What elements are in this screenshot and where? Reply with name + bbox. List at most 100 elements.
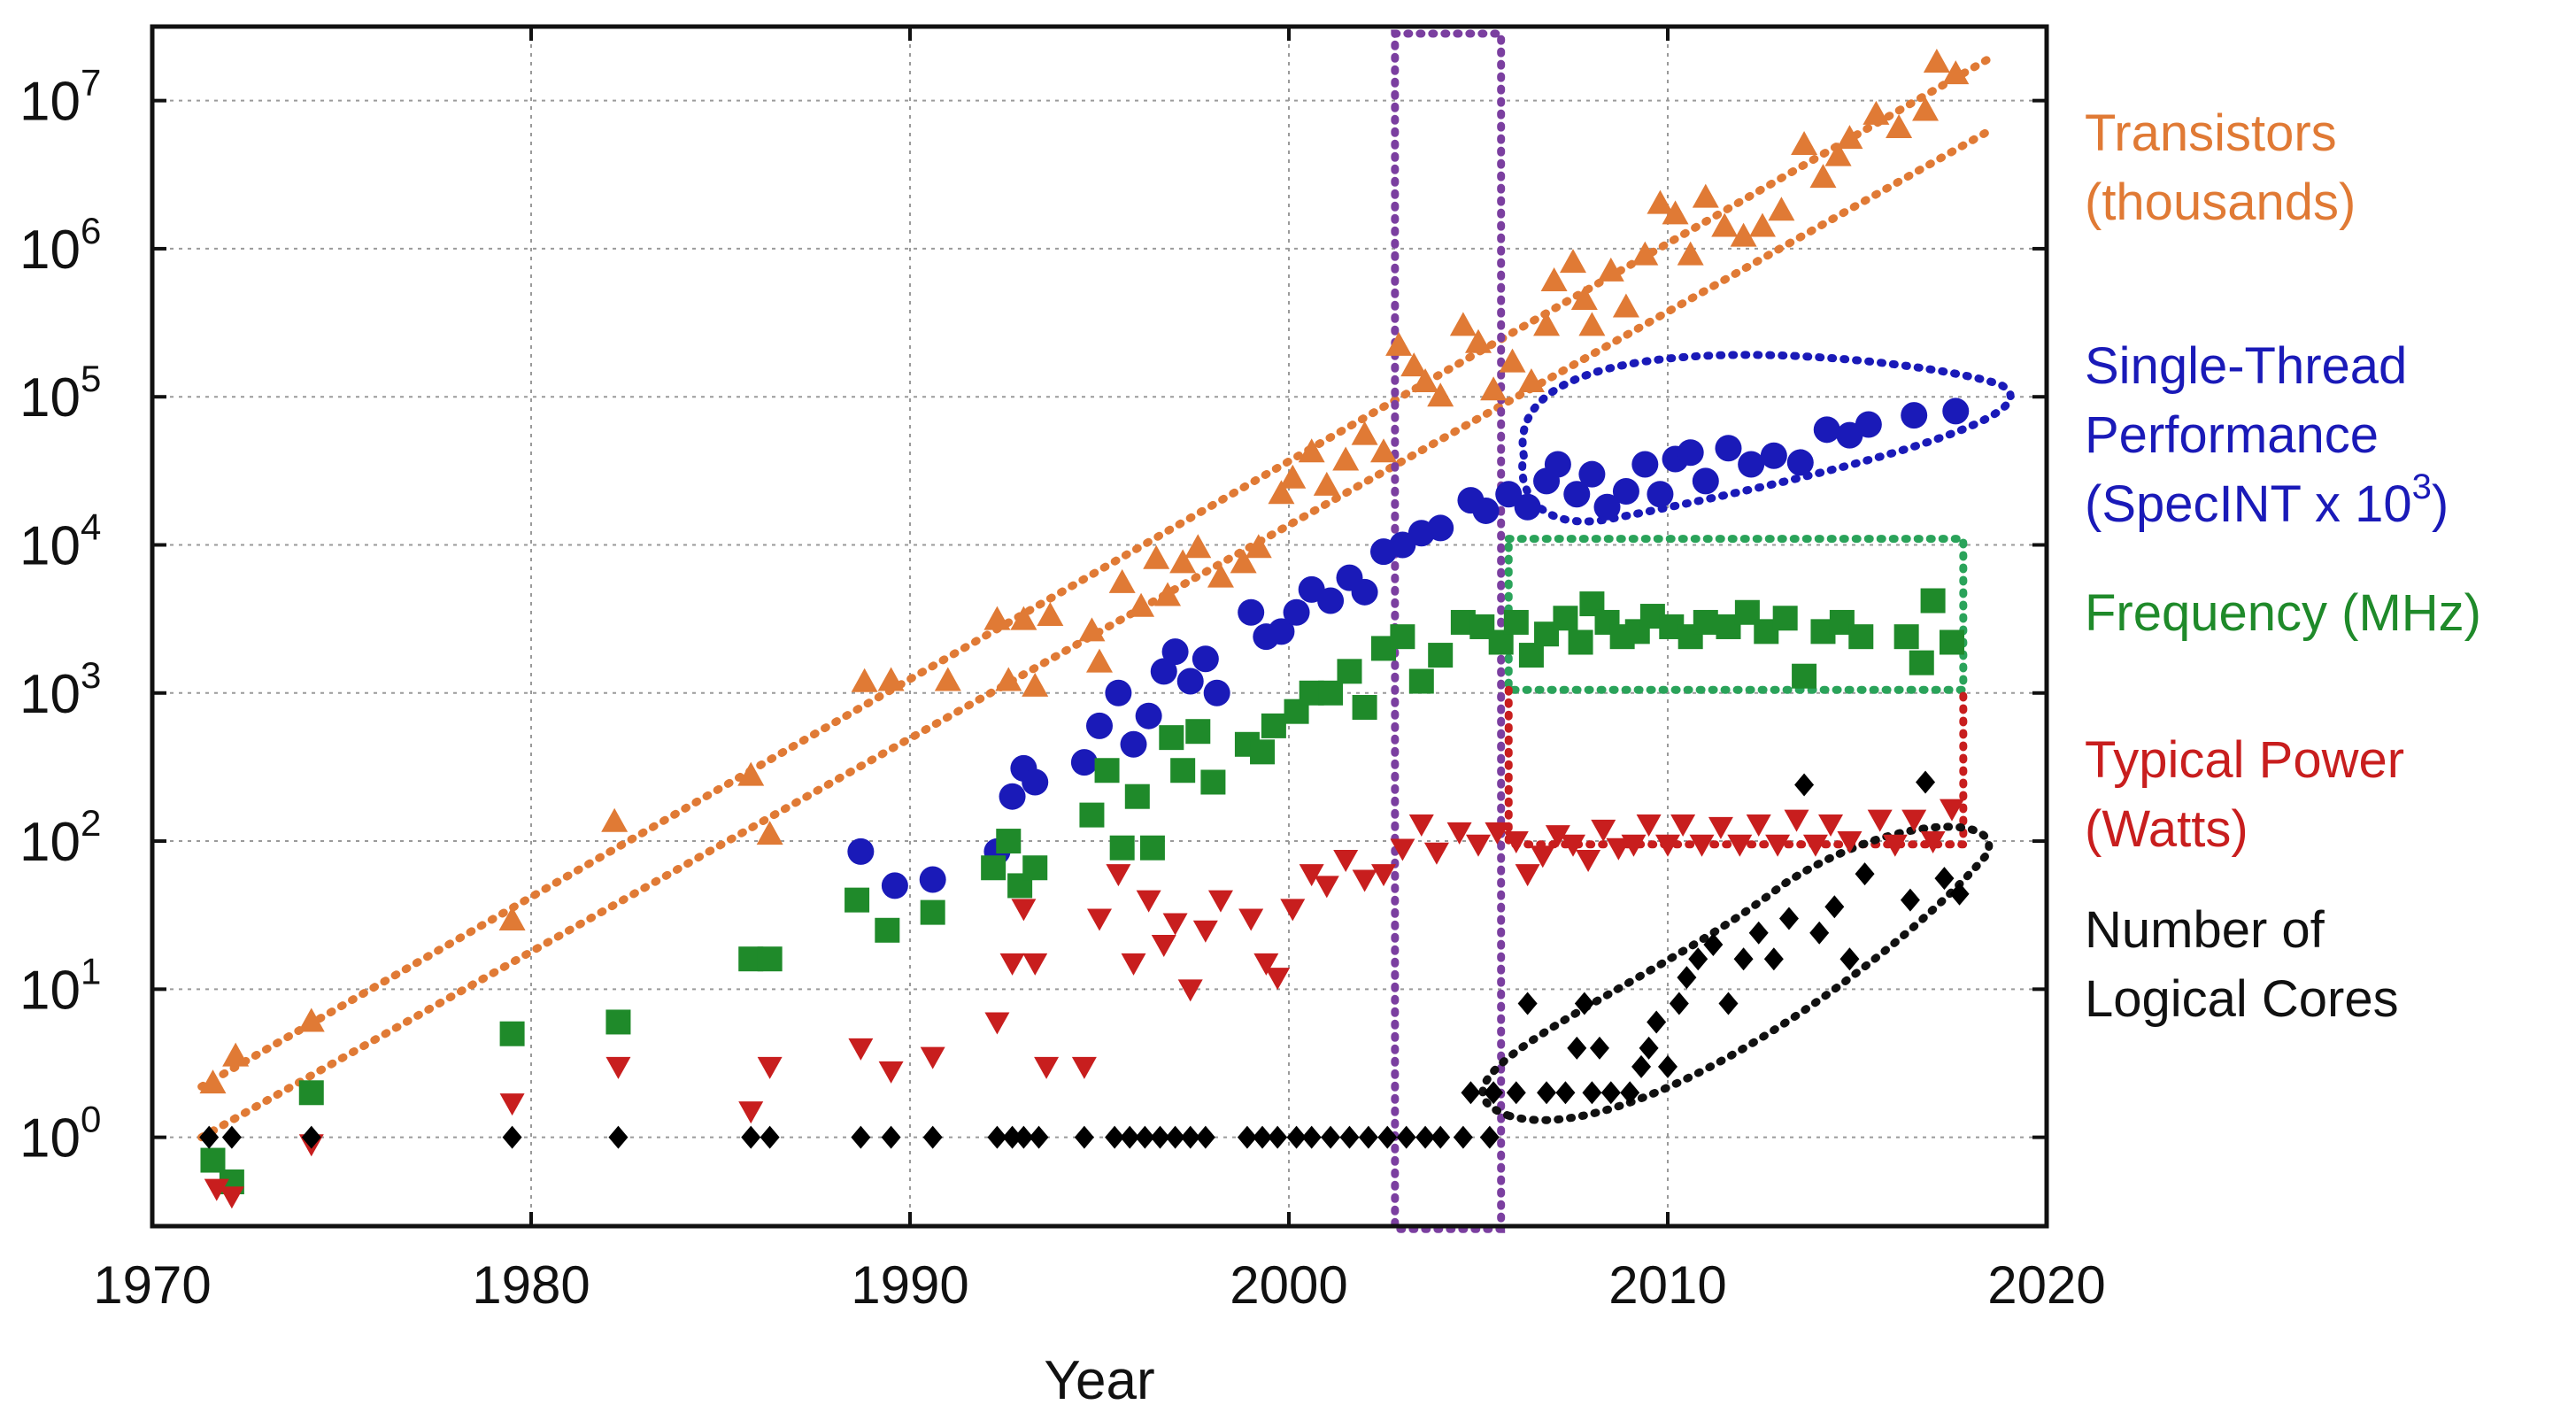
single-thread-point bbox=[1389, 531, 1416, 559]
single-thread-point bbox=[1692, 467, 1719, 495]
single-thread-point bbox=[847, 838, 875, 865]
power-point bbox=[1106, 864, 1131, 887]
x-tick-label: 2000 bbox=[1230, 1255, 1347, 1315]
transistors-point bbox=[199, 1069, 227, 1094]
highlight-ellipse-cores bbox=[1478, 822, 1994, 1124]
power-point bbox=[1352, 869, 1377, 892]
transistors-point bbox=[1022, 672, 1049, 697]
power-point bbox=[1576, 849, 1601, 872]
single-thread-point bbox=[1472, 497, 1500, 524]
transistors-point bbox=[1886, 113, 1913, 138]
single-thread-point bbox=[1351, 578, 1378, 606]
cores-point bbox=[1582, 1081, 1602, 1105]
frequency-point bbox=[1261, 713, 1286, 738]
frequency-point bbox=[1170, 758, 1196, 783]
transistors-point bbox=[1385, 331, 1413, 356]
power-point bbox=[1485, 822, 1510, 845]
frequency-point bbox=[605, 1009, 631, 1035]
legend-entry-single-thread: Single-Thread Performance(SpecINT x 103) bbox=[2085, 337, 2449, 533]
x-tick-label: 2020 bbox=[1987, 1255, 2105, 1315]
single-thread-point bbox=[881, 872, 908, 899]
cores-point bbox=[741, 1125, 761, 1149]
transistors-point bbox=[1465, 328, 1492, 353]
series-cores bbox=[199, 770, 1970, 1149]
single-thread-point bbox=[1855, 411, 1882, 438]
cores-point bbox=[1339, 1125, 1360, 1149]
power-point bbox=[1177, 979, 1203, 1002]
y-tick-exponent: 6 bbox=[81, 210, 101, 251]
single-thread-point bbox=[919, 866, 946, 893]
power-point bbox=[1837, 831, 1863, 854]
frequency-point bbox=[1940, 629, 1964, 655]
frequency-point bbox=[981, 855, 1006, 881]
cores-point bbox=[1286, 1125, 1307, 1149]
frequency-point bbox=[1318, 680, 1344, 706]
frequency-point bbox=[1920, 588, 1946, 614]
cores-point bbox=[1763, 947, 1784, 971]
transistors-point bbox=[1749, 212, 1776, 237]
frequency-point bbox=[1022, 855, 1048, 881]
power-point bbox=[1280, 899, 1306, 922]
cores-point bbox=[1658, 1054, 1677, 1078]
cores-point bbox=[1029, 1125, 1049, 1149]
single-thread-point bbox=[1086, 712, 1113, 739]
cores-point bbox=[1180, 1125, 1200, 1149]
frequency-point bbox=[875, 917, 900, 943]
transistors-point bbox=[983, 606, 1011, 630]
legend-label: Single-Thread bbox=[2085, 337, 2407, 395]
transistors-point bbox=[1824, 142, 1852, 166]
x-tick-label: 1980 bbox=[472, 1255, 590, 1315]
single-thread-point bbox=[1514, 493, 1541, 521]
power-point bbox=[1466, 834, 1491, 857]
transistors-point bbox=[297, 1007, 325, 1032]
power-point bbox=[204, 1178, 229, 1201]
cores-point bbox=[922, 1125, 943, 1149]
power-point bbox=[1655, 834, 1680, 857]
cores-point bbox=[1268, 1125, 1288, 1149]
frequency-point bbox=[757, 946, 783, 972]
transistors-point bbox=[1078, 617, 1106, 642]
cores-point bbox=[1733, 947, 1754, 971]
data-marks bbox=[199, 48, 1970, 1209]
cores-point bbox=[1484, 1081, 1504, 1105]
frequency-point bbox=[1094, 758, 1120, 783]
power-point bbox=[1333, 849, 1359, 872]
power-point bbox=[1207, 890, 1233, 913]
cores-point bbox=[1150, 1125, 1170, 1149]
cores-point bbox=[1855, 862, 1875, 886]
power-point bbox=[1314, 876, 1339, 899]
transistors-point bbox=[934, 667, 961, 691]
series-frequency bbox=[200, 588, 1964, 1194]
power-point bbox=[1765, 834, 1791, 857]
cores-point bbox=[851, 1125, 871, 1149]
power-point bbox=[984, 1012, 1010, 1035]
single-thread-point bbox=[1203, 679, 1230, 706]
transistors-point bbox=[1499, 348, 1526, 373]
power-point bbox=[1670, 814, 1696, 838]
plot-frame bbox=[150, 24, 2049, 1229]
transistors-point bbox=[1662, 200, 1689, 225]
cores-point bbox=[1718, 992, 1739, 1015]
transistors-point bbox=[1923, 48, 1950, 73]
transistors-point bbox=[1086, 648, 1113, 673]
power-point bbox=[1515, 864, 1540, 887]
power-point bbox=[1446, 822, 1472, 845]
power-point bbox=[1818, 814, 1844, 838]
single-thread-point bbox=[1495, 481, 1523, 508]
transistors-point bbox=[1279, 464, 1307, 489]
transistors-point bbox=[1647, 189, 1674, 214]
cores-point bbox=[1600, 1081, 1621, 1105]
cores-point bbox=[1461, 1081, 1481, 1105]
power-point bbox=[1689, 834, 1715, 857]
power-point bbox=[1591, 819, 1616, 842]
cores-point bbox=[1555, 1081, 1576, 1105]
frequency-point bbox=[1408, 668, 1434, 694]
transistors-point bbox=[1863, 100, 1890, 125]
power-point bbox=[1784, 809, 1809, 832]
transistors-point bbox=[1711, 212, 1739, 237]
frequency-point bbox=[1893, 624, 1919, 650]
cores-point bbox=[1165, 1125, 1185, 1149]
single-thread-point bbox=[1715, 435, 1742, 462]
cores-point bbox=[1669, 992, 1689, 1015]
